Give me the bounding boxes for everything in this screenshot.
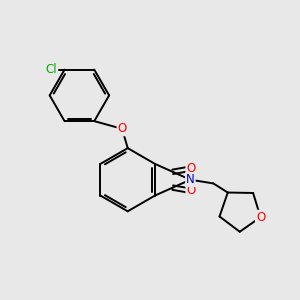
Text: O: O — [256, 211, 265, 224]
Text: N: N — [186, 173, 195, 186]
Text: O: O — [118, 122, 127, 135]
Text: O: O — [186, 162, 196, 175]
Text: O: O — [186, 184, 196, 197]
Text: Cl: Cl — [46, 63, 57, 76]
